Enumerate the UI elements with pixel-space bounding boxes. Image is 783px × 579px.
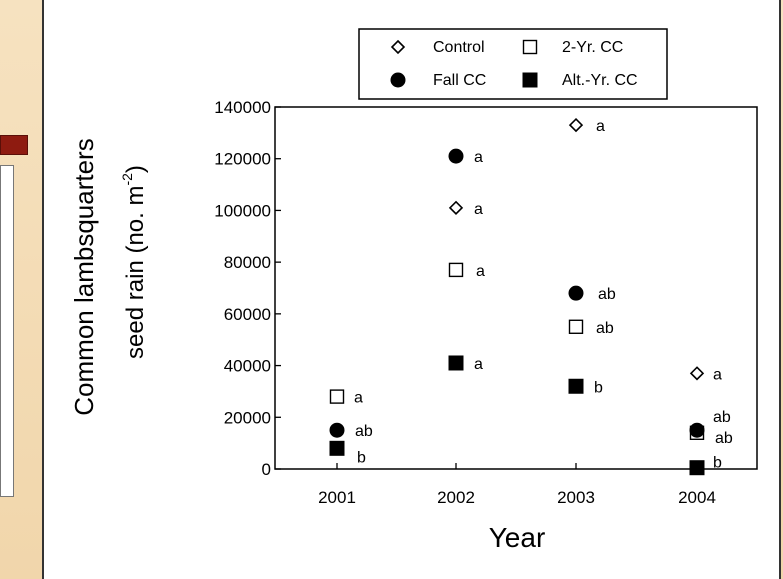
slide-accent-tab [0,135,28,155]
data-point-filled-circle [689,422,705,438]
significance-letter: a [474,356,483,373]
chart-axes [274,106,758,470]
significance-letter: a [713,366,722,383]
significance-letter: ab [596,320,614,337]
legend-marker-filled-square [522,72,538,88]
significance-letter: a [354,390,363,407]
data-point-filled-square [568,378,584,394]
data-point-open-square [448,262,464,278]
plot-area-border [274,106,758,470]
legend-marker-open-square [522,39,538,55]
y-axis-title-main: seed rain (no. m [122,186,149,359]
chart-legend: Control 2-Yr. CC Fall CC Alt.-Yr. CC [358,28,668,100]
significance-letter: b [357,449,366,466]
x-tick-label: 2001 [318,488,356,507]
y-tick-label: 20000 [224,408,271,427]
data-point-filled-circle [329,422,345,438]
y-tick-label: 120000 [214,150,271,169]
legend-label: Alt.-Yr. CC [562,72,638,89]
chart-ticks: 0 20000 40000 60000 80000 100000 120000 140000 2… [214,98,716,507]
legend-box [358,28,668,100]
y-tick-label: 100000 [214,201,271,220]
data-point-filled-square [689,460,705,476]
x-tick-label: 2003 [557,488,595,507]
significance-letter: a [596,118,605,135]
y-tick-label: 140000 [214,98,271,117]
data-point-filled-square [448,355,464,371]
y-axis-title-close: ) [122,165,149,173]
significance-letter: a [476,263,485,280]
slide-side-panel [0,165,14,497]
legend-marker-open-diamond [390,39,406,55]
significance-letter: b [713,455,722,472]
legend-marker-filled-circle [390,72,406,88]
y-tick-label: 80000 [224,253,271,272]
x-tick-label: 2004 [678,488,716,507]
significance-letter: a [474,201,483,218]
significance-letter: ab [355,423,373,440]
data-point-filled-square [329,440,345,456]
y-axis-title-line1: Common lambsquarters [69,138,99,415]
data-point-filled-circle [568,285,584,301]
data-point-open-square [329,389,345,404]
y-axis-title-line2: seed rain (no. m-2) [119,165,149,359]
x-tick-label: 2002 [437,488,475,507]
data-point-open-diamond [568,117,584,133]
y-tick-label: 40000 [224,357,271,376]
significance-letter: b [594,379,603,396]
significance-letter: ab [598,286,616,303]
legend-label: 2-Yr. CC [562,39,623,56]
legend-label: Control [433,39,485,56]
x-axis-title: Year [489,522,546,553]
y-tick-label: 0 [262,460,271,479]
data-point-open-square [568,319,584,334]
y-axis-title-sup: -2 [119,173,135,186]
data-point-open-diamond [689,366,705,381]
significance-letter: ab [713,409,731,426]
significance-letter: ab [715,430,733,447]
legend-label: Fall CC [433,72,486,89]
y-tick-label: 60000 [224,305,271,324]
data-point-open-diamond [448,200,464,215]
significance-letter: a [474,149,483,166]
data-point-filled-circle [448,148,464,164]
